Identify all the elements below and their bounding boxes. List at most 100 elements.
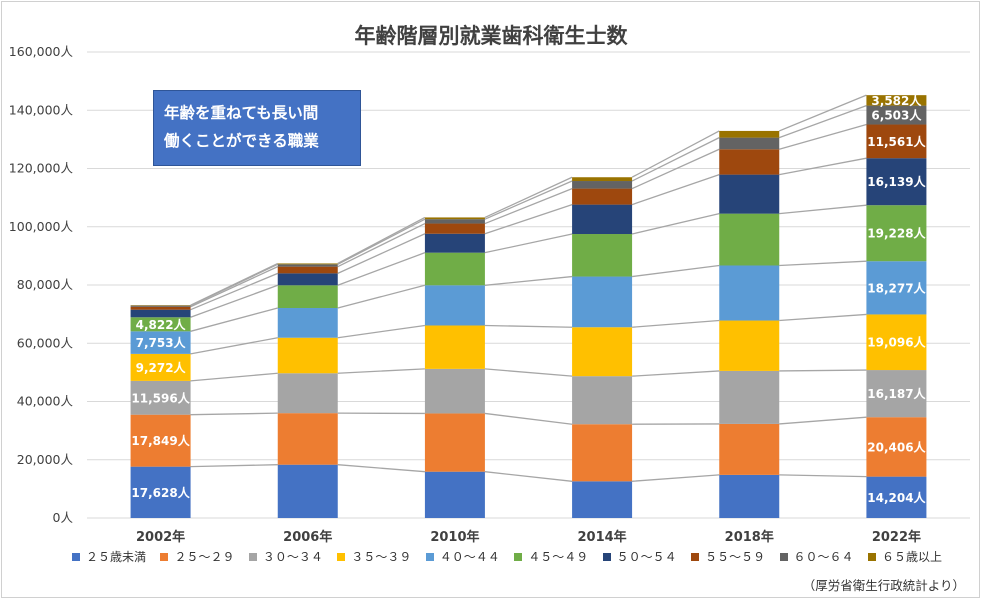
legend-swatch [779,552,788,561]
legend-label: ３０～３４ [262,550,323,564]
bar-segment [719,320,780,371]
bar-segment [424,471,485,518]
bar-segment [572,181,633,189]
legend-swatch [337,552,346,561]
data-label: 11,596人 [131,390,190,405]
bar-segment [719,265,780,321]
bar-segment [424,223,485,234]
bar-segment [866,417,927,477]
bar-segment [130,331,191,354]
legend-swatch [602,552,611,561]
bar-segment [424,285,485,326]
bar-segment [277,266,338,274]
bar-segment [719,474,780,518]
legend-swatch [160,552,169,561]
bar-segment [130,305,191,307]
legend-swatch [72,552,80,561]
data-label: 19,228人 [867,226,926,241]
bar-segment [572,177,633,182]
legend-item: ２５歳未満 [72,548,146,565]
bar-segment [424,252,485,286]
data-label: 4,822人 [136,317,187,332]
legend-swatch [691,552,700,561]
legend-label: ２５～２９ [174,550,235,564]
bar-segment [277,337,338,374]
data-label: 6,503人 [871,108,922,123]
bar-segment [130,380,191,415]
x-tick-label: 2014年 [577,529,626,545]
data-label: 17,849人 [131,433,190,448]
y-tick-label: 20,000人 [17,452,74,467]
x-tick-label: 2010年 [430,529,479,545]
bar-segment [424,368,485,414]
bar-segment [866,105,927,125]
bar-segment [572,481,633,518]
bar-segment [866,124,927,159]
bar-segment [866,205,927,262]
y-tick-label: 160,000人 [9,44,74,59]
legend-item: ６５歳以上 [867,548,942,565]
bar-segment [130,353,191,381]
annotation-line-2: 働くことができる職業 [164,132,319,150]
bar-segment [130,414,191,467]
legend-item: ３０～３４ [248,548,323,565]
bar-segment [572,204,633,235]
data-label: 19,096人 [867,335,926,350]
bar-segment [130,309,191,318]
y-tick-label: 120,000人 [9,161,74,176]
annotation-box: 年齢を重ねても長い間 働くことができる職業 [153,90,361,166]
legend-swatch [425,552,434,561]
legend-swatch [867,552,876,561]
bar-segment [866,370,927,418]
bar-segment [277,263,338,265]
series-connector-line [190,123,867,308]
legend-item: ４５～４９ [514,548,588,565]
series-connector-line [190,260,867,332]
bar-segment [572,376,633,425]
bar-segment [719,137,780,150]
legend-item: ３５～３９ [337,548,411,565]
bar-segment [572,276,633,328]
bar-segment [130,466,191,518]
legend-item: ５５～５９ [691,548,765,565]
series-connector-line [190,157,867,311]
chart-title: 年齢階層別就業歯科衛生士数 [355,24,629,48]
data-label: 16,139人 [867,174,926,189]
legend: ２５歳未満 ２５～２９ ３０～３４ ３５～３９ ４０～４４ ４５～４９ ５０～５４ ５５～５９… [72,548,942,565]
bar-segment [130,306,191,310]
y-tick-label: 100,000人 [9,219,74,234]
legend-item: ５０～５４ [602,548,677,565]
bar-segment [277,264,338,267]
data-label: 11,561人 [867,134,926,149]
bar-segment [277,373,338,414]
legend-label: ３５～３９ [351,550,412,564]
x-tick-label: 2006年 [283,529,332,545]
legend-label: ６０～６４ [793,550,854,564]
bar-segment [719,130,780,138]
bar-segment [719,149,780,175]
bar-segment [277,285,338,309]
source-note: （厚労省衛生行政統計より） [802,578,965,593]
bar-segment [866,314,927,371]
data-label: 3,582人 [871,93,922,108]
data-label: 17,628人 [131,485,190,500]
y-tick-label: 40,000人 [17,394,74,409]
data-label: 14,204人 [867,490,926,505]
bar-segment [424,413,485,472]
legend-item: ４０～４４ [425,548,500,565]
legend-label: ５５～５９ [705,550,766,564]
bar-segment [130,317,191,332]
bar-segment [572,188,633,205]
bar-segment [719,370,780,424]
bar-segment [277,464,338,518]
bar-segment [277,413,338,465]
data-label: 16,187人 [867,386,926,401]
legend-label: ４０～４４ [439,550,500,564]
bar-segment [719,423,780,475]
legend-item: ６０～６４ [779,548,854,565]
x-tick-label: 2018年 [725,529,774,545]
series-connector-line [190,313,867,355]
y-tick-label: 0人 [53,510,74,525]
